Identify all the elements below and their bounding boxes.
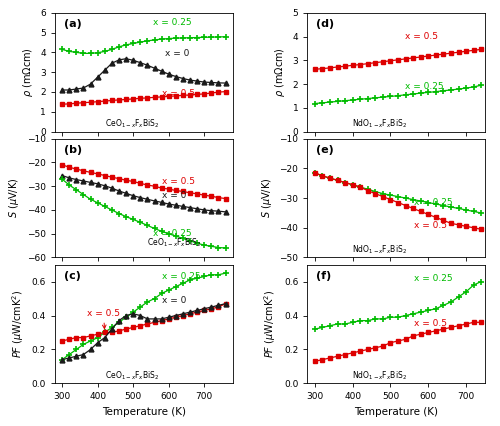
Text: CeO$_{1-x}$F$_x$BiS$_2$: CeO$_{1-x}$F$_x$BiS$_2$: [148, 236, 202, 249]
Text: (a): (a): [64, 19, 82, 29]
Text: (d): (d): [316, 19, 334, 29]
Text: x = 0.5: x = 0.5: [414, 221, 447, 230]
Text: (c): (c): [64, 271, 81, 281]
Text: NdO$_{1-x}$F$_x$BiS$_2$: NdO$_{1-x}$F$_x$BiS$_2$: [352, 118, 407, 130]
Text: x = 0.5: x = 0.5: [87, 308, 120, 328]
Text: x = 0.25: x = 0.25: [414, 274, 453, 283]
Text: x = 0.5: x = 0.5: [162, 177, 194, 186]
Text: x = 0.25: x = 0.25: [414, 198, 453, 207]
Y-axis label: $\rho$ (m$\Omega$cm): $\rho$ (m$\Omega$cm): [273, 47, 287, 97]
Text: x = 0.5: x = 0.5: [414, 320, 447, 328]
Text: x = 0: x = 0: [162, 296, 186, 305]
Text: (b): (b): [64, 145, 82, 155]
Text: CeO$_{1-x}$F$_x$BiS$_2$: CeO$_{1-x}$F$_x$BiS$_2$: [105, 370, 160, 382]
Y-axis label: $\rho$ (m$\Omega$cm): $\rho$ (m$\Omega$cm): [20, 47, 34, 97]
Y-axis label: $PF$ ($\mu$W/cmK$^2$): $PF$ ($\mu$W/cmK$^2$): [262, 290, 278, 358]
Y-axis label: $S$ ($\mu$V/K): $S$ ($\mu$V/K): [260, 178, 274, 219]
Text: CeO$_{1-x}$F$_x$BiS$_2$: CeO$_{1-x}$F$_x$BiS$_2$: [105, 118, 160, 130]
Text: (f): (f): [316, 271, 332, 281]
Text: (e): (e): [316, 145, 334, 155]
Text: x = 0: x = 0: [165, 49, 190, 58]
Text: x = 0: x = 0: [162, 191, 186, 200]
Y-axis label: $PF$ ($\mu$W/cmK$^2$): $PF$ ($\mu$W/cmK$^2$): [10, 290, 26, 358]
Text: NdO$_{1-x}$F$_x$BiS$_2$: NdO$_{1-x}$F$_x$BiS$_2$: [352, 244, 407, 256]
Text: x = 0.25: x = 0.25: [152, 229, 192, 238]
Text: NdO$_{1-x}$F$_x$BiS$_2$: NdO$_{1-x}$F$_x$BiS$_2$: [352, 370, 407, 382]
Text: x = 0.25: x = 0.25: [152, 17, 192, 27]
Text: x = 0.25: x = 0.25: [405, 82, 444, 91]
Text: x = 0.25: x = 0.25: [162, 272, 200, 281]
Text: x = 0.5: x = 0.5: [162, 89, 194, 98]
Y-axis label: $S$ ($\mu$V/K): $S$ ($\mu$V/K): [8, 178, 22, 219]
X-axis label: Temperature (K): Temperature (K): [354, 407, 438, 417]
X-axis label: Temperature (K): Temperature (K): [102, 407, 186, 417]
Text: x = 0.5: x = 0.5: [405, 32, 438, 41]
